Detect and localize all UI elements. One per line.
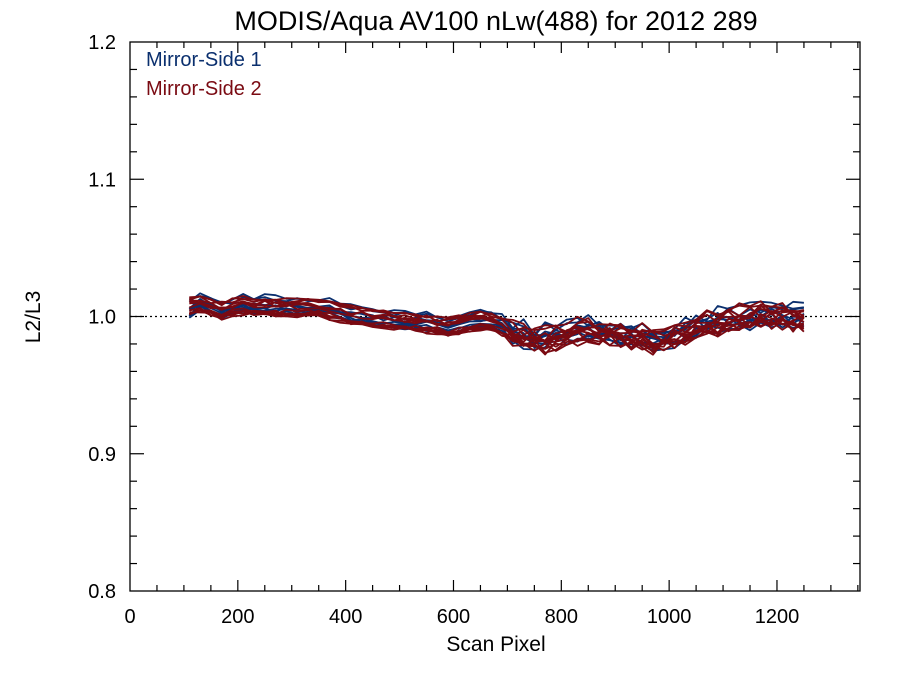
x-tick-label: 1000 — [647, 606, 692, 628]
x-tick-label: 0 — [124, 606, 135, 628]
x-tick-label: 400 — [329, 606, 362, 628]
data-traces — [188, 292, 805, 356]
series-line-mirror-side-2 — [189, 295, 805, 337]
x-tick-label: 600 — [437, 606, 470, 628]
legend-mirror-side-2: Mirror-Side 2 — [146, 78, 262, 100]
y-tick-label: 0.9 — [88, 444, 116, 466]
series-line-mirror-side-2 — [189, 299, 804, 343]
y-tick-label: 1.0 — [88, 307, 116, 329]
series-line-mirror-side-2 — [189, 309, 805, 352]
legend-mirror-side-1: Mirror-Side 1 — [146, 49, 262, 71]
x-tick-label: 800 — [545, 606, 578, 628]
axis-ticks — [130, 42, 860, 591]
x-tick-label: 1200 — [755, 606, 800, 628]
x-axis-label: Scan Pixel — [446, 633, 545, 656]
y-tick-label: 1.2 — [88, 32, 116, 54]
x-tick-labels: 0 200 400 600 800 1000 1200 — [124, 606, 799, 628]
y-axis-label: L2/L3 — [22, 291, 45, 344]
y-tick-label: 1.1 — [88, 169, 116, 191]
y-tick-label: 0.8 — [88, 581, 116, 603]
y-tick-labels: 0.8 0.9 1.0 1.1 1.2 — [88, 32, 116, 603]
x-tick-label: 200 — [221, 606, 254, 628]
chart-title: MODIS/Aqua AV100 nLw(488) for 2012 289 — [234, 6, 757, 36]
series-line-mirror-side-2 — [189, 301, 805, 348]
